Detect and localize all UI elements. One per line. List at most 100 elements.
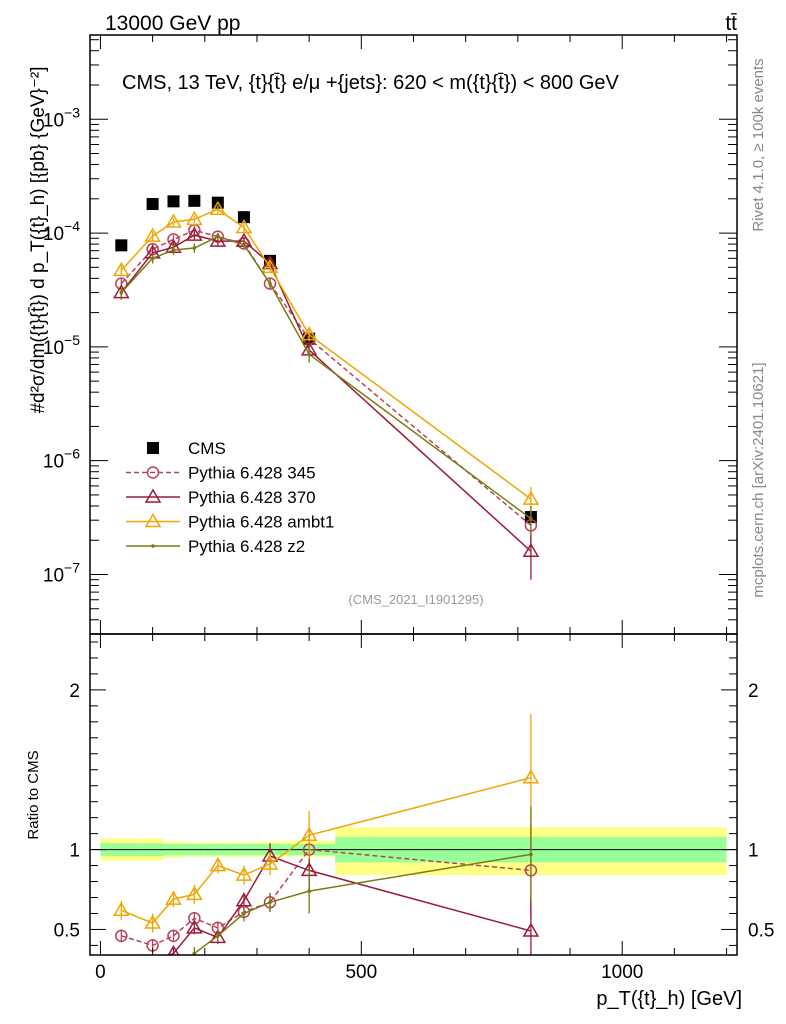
- x-tick-label: 0: [95, 962, 106, 983]
- main-series-pythia-6-428-ambt1: [113, 200, 540, 513]
- legend-marker-cms: [147, 442, 159, 454]
- ratio-series-pythia-6-428-z2: [191, 806, 533, 955]
- main-point-pythia-6-428-ambt1: [522, 490, 540, 505]
- main-point-cms: [146, 198, 159, 211]
- main-point-pythia-6-428-370: [186, 226, 203, 241]
- main-point-pythia-6-428-ambt1: [209, 200, 227, 215]
- main-line-pythia-6-428-ambt1: [120, 208, 532, 500]
- main-y-axis-label: #d²σ/dm({t}{t̄}) d p_T({t}_h) [{pb} {GeV…: [28, 66, 49, 413]
- ratio-point-pythia-6-428-345: [115, 929, 128, 943]
- main-y-tick-label: 10−4: [43, 218, 80, 245]
- axes-layer: 0 500 1000 10−7 10−6 10−5 10−4 10−3 0.5 0.5 1 1 2 2: [43, 34, 774, 983]
- main-point-cms: [115, 239, 128, 252]
- x-axis-label: p_T({t}_h) [GeV]: [596, 988, 742, 1010]
- legend-entry-pythia-6-428-370: Pythia 6.428 370: [126, 488, 316, 507]
- ratio-point-pythia-6-428-ambt1: [235, 866, 253, 881]
- main-point-pythia-6-428-ambt1: [261, 258, 279, 274]
- main-point-pythia-6-428-ambt1: [165, 213, 182, 228]
- ratio-point-pythia-6-428-ambt1: [165, 890, 182, 905]
- legend-marker-pythia-6-428-370: [144, 488, 162, 503]
- main-y-tick-label: 10−7: [43, 559, 80, 586]
- main-point-pythia-6-428-ambt1: [300, 326, 318, 341]
- legend-marker-pythia-6-428-ambt1: [144, 513, 162, 528]
- legend-marker-pythia-6-428-345: [146, 466, 160, 479]
- legend-label-pythia-6-428-370: Pythia 6.428 370: [188, 488, 316, 507]
- ratio-y-axis-label: Ratio to CMS: [25, 750, 42, 839]
- data-series-layer: [113, 194, 540, 955]
- legend-entry-cms: CMS: [147, 439, 226, 458]
- legend: CMS Pythia 6.428 345 Pythia 6.428 370 Pythi…: [126, 439, 334, 556]
- legend-label-pythia-6-428-z2: Pythia 6.428 z2: [188, 537, 305, 556]
- main-series-pythia-6-428-z2: [119, 232, 533, 536]
- main-line-pythia-6-428-z2: [120, 235, 532, 520]
- ratio-point-pythia-6-428-z2: [529, 852, 533, 857]
- main-point-pythia-6-428-z2: [216, 234, 220, 239]
- ratio-uncertainty-bands: [90, 827, 737, 876]
- ratio-point-pythia-6-428-345: [167, 929, 180, 943]
- rivet-version-label: Rivet 4.1.0, ≥ 100k events: [750, 58, 767, 231]
- main-point-pythia-6-428-370: [522, 542, 540, 558]
- main-point-pythia-6-428-z2: [119, 290, 124, 295]
- legend-label-cms: CMS: [188, 439, 226, 458]
- main-point-pythia-6-428-z2: [268, 281, 272, 286]
- main-line-pythia-6-428-370: [120, 234, 532, 552]
- mcplots-label: mcplots.cern.ch [arXiv:2401.10621]: [750, 362, 767, 597]
- legend-entry-pythia-6-428-345: Pythia 6.428 345: [126, 464, 316, 483]
- ratio-point-pythia-6-428-ambt1: [113, 901, 130, 917]
- ratio-point-pythia-6-428-z2: [192, 951, 197, 955]
- x-tick-label: 1000: [601, 962, 643, 983]
- main-point-pythia-6-428-ambt1: [144, 227, 161, 242]
- legend-marker-pythia-6-428-z2: [151, 544, 155, 548]
- ratio-point-pythia-6-428-ambt1: [261, 855, 279, 870]
- ratio-point-pythia-6-428-ambt1: [522, 769, 540, 784]
- main-y-tick-label: 10−3: [43, 104, 80, 131]
- main-point-pythia-6-428-z2: [150, 256, 155, 261]
- ratio-y-tick-label: 2: [69, 681, 80, 702]
- ratio-point-pythia-6-428-370: [209, 928, 227, 944]
- legend-label-pythia-6-428-345: Pythia 6.428 345: [188, 464, 316, 483]
- main-point-pythia-6-428-370: [209, 232, 227, 247]
- ratio-point-pythia-6-428-z2: [307, 889, 311, 893]
- ratio-point-pythia-6-428-z2: [268, 900, 272, 905]
- ratio-point-pythia-6-428-370: [522, 922, 540, 937]
- ratio-series-pythia-6-428-ambt1: [113, 713, 540, 933]
- ratio-y-tick-label: 1: [69, 841, 80, 862]
- ratio-series-group: [113, 713, 540, 955]
- x-tick-label: 500: [345, 962, 377, 983]
- ratio-y-tick-label-right: 1: [748, 841, 759, 862]
- ratio-y-tick-label-right: 2: [748, 681, 759, 702]
- process-label: tt̄: [725, 12, 737, 35]
- ratio-point-pythia-6-428-ambt1: [144, 914, 161, 929]
- main-point-cms: [167, 195, 180, 208]
- main-line-pythia-6-428-345: [120, 229, 532, 526]
- ratio-point-pythia-6-428-z2: [242, 911, 246, 916]
- ratio-frame: [89, 633, 738, 956]
- main-point-pythia-6-428-ambt1: [235, 218, 253, 234]
- main-point-pythia-6-428-ambt1: [113, 261, 130, 277]
- analysis-watermark: (CMS_2021_I1901295): [348, 592, 483, 607]
- legend-entry-pythia-6-428-ambt1: Pythia 6.428 ambt1: [126, 513, 334, 532]
- main-point-pythia-6-428-z2: [307, 352, 311, 357]
- ratio-point-pythia-6-428-ambt1: [209, 857, 227, 872]
- ratio-point-pythia-6-428-370: [167, 944, 180, 955]
- main-point-pythia-6-428-z2: [192, 246, 197, 250]
- energy-label: 13000 GeV pp: [105, 12, 240, 35]
- main-point-pythia-6-428-z2: [529, 516, 533, 521]
- plot-title: CMS, 13 TeV, {t}{t̄} e/μ +{jets}: 620 < …: [122, 72, 620, 94]
- main-point-pythia-6-428-z2: [242, 242, 246, 247]
- legend-entry-pythia-6-428-z2: Pythia 6.428 z2: [126, 537, 305, 556]
- main-y-tick-label: 10−5: [43, 332, 80, 359]
- main-y-tick-label: 10−6: [43, 446, 80, 473]
- legend-label-pythia-6-428-ambt1: Pythia 6.428 ambt1: [188, 513, 334, 532]
- main-point-pythia-6-428-z2: [171, 248, 176, 252]
- ratio-point-pythia-6-428-370: [186, 919, 203, 934]
- ratio-point-pythia-6-428-ambt1: [186, 885, 203, 901]
- ratio-point-pythia-6-428-z2: [216, 934, 220, 938]
- main-point-cms: [237, 211, 250, 224]
- main-point-pythia-6-428-ambt1: [186, 210, 203, 226]
- ratio-point-pythia-6-428-ambt1: [300, 826, 318, 841]
- main-point-cms: [188, 194, 201, 207]
- ratio-y-tick-label: 0.5: [54, 920, 80, 941]
- ratio-y-tick-label-right: 0.5: [748, 920, 774, 941]
